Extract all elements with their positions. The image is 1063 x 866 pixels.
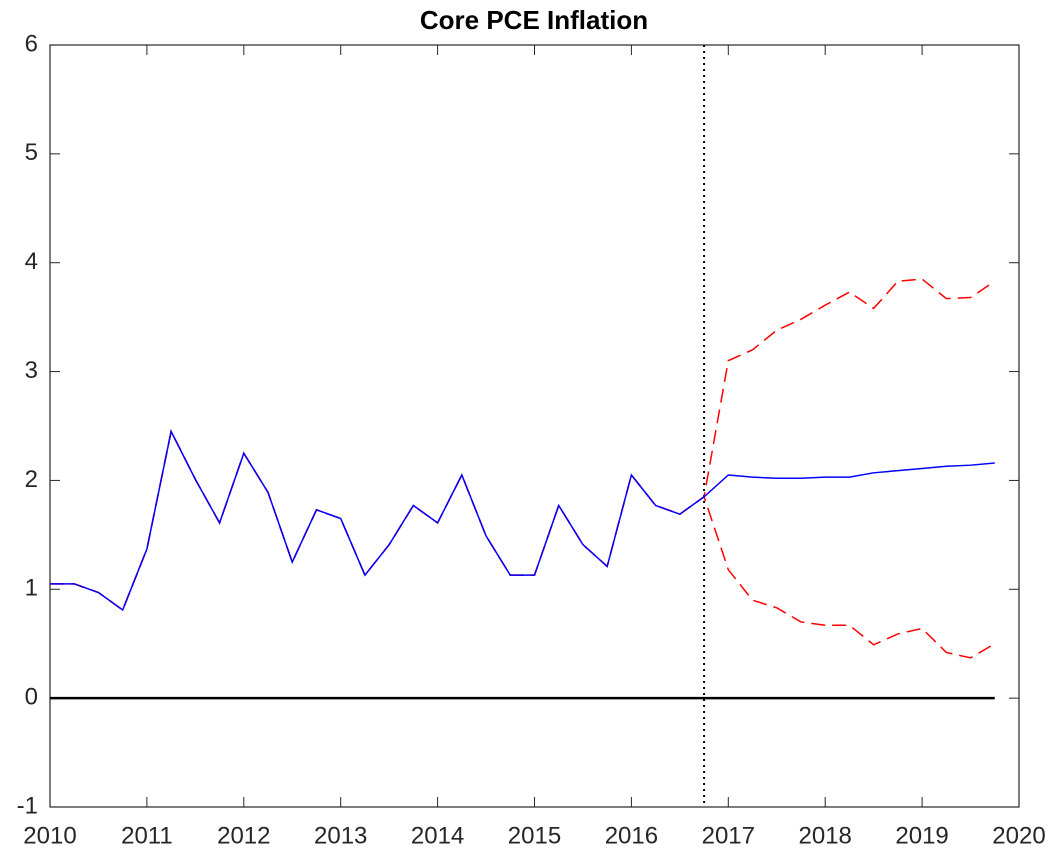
x-tick-label: 2011 — [121, 822, 173, 849]
x-tick-label: 2012 — [217, 822, 270, 849]
y-tick-label: 1 — [25, 575, 38, 602]
y-tick-label: 2 — [25, 466, 38, 493]
x-tick-label: 2014 — [411, 822, 464, 849]
x-tick-label: 2017 — [702, 822, 755, 849]
y-tick-label: 6 — [25, 30, 38, 57]
y-tick-label: 4 — [25, 248, 38, 275]
x-tick-label: 2013 — [314, 822, 367, 849]
y-tick-label: 5 — [25, 139, 38, 166]
x-tick-label: 2015 — [508, 822, 561, 849]
x-tick-label: 2018 — [799, 822, 852, 849]
x-tick-label: 2010 — [23, 822, 76, 849]
chart-title: Core PCE Inflation — [420, 5, 648, 35]
plot-area — [49, 44, 1020, 808]
y-tick-label: 3 — [25, 357, 38, 384]
x-tick-label: 2019 — [895, 822, 948, 849]
y-tick-label: -1 — [17, 792, 38, 819]
series-line — [50, 429, 995, 612]
y-tick-label: 0 — [25, 683, 38, 710]
x-tick-label: 2016 — [605, 822, 658, 849]
x-tick-label: 2020 — [992, 822, 1045, 849]
